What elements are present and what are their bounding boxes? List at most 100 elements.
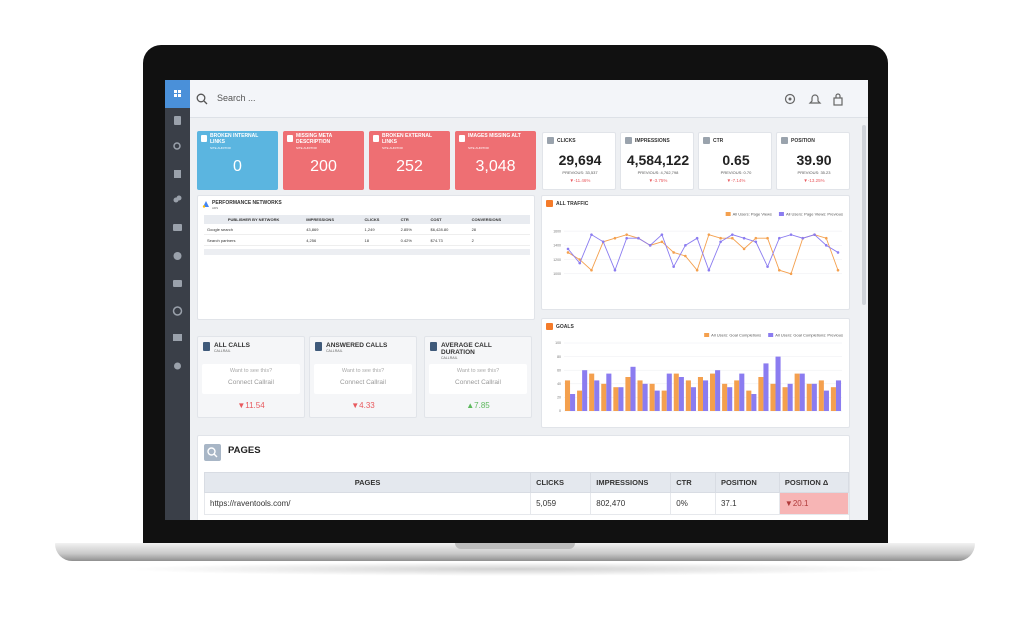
tile-source: SITE AUDITOR (210, 146, 231, 150)
series-line (567, 233, 839, 272)
tile-value: 252 (396, 158, 423, 175)
metric-value: 39.90 (796, 152, 832, 168)
metric-value: 4,584,122 (626, 152, 690, 168)
bar (818, 380, 824, 411)
table-cell: $74.73 (427, 234, 469, 246)
metric-tile: CLICKS 29,694 PREVIOUS: 33,537 ▼-11.46% (542, 132, 616, 190)
audit-tile[interactable]: BROKEN EXTERNAL LINKS SITE AUDITOR 252 (369, 131, 450, 190)
column-header[interactable]: PUBLISHER BY NETWORK (204, 215, 304, 224)
bar (637, 380, 643, 411)
column-header[interactable]: IMPRESSIONS (590, 472, 672, 493)
data-point (660, 240, 664, 244)
legend-swatch (725, 212, 731, 216)
call-source: CALLRAIL (441, 356, 458, 360)
metric-change: ▼-11.46% (569, 178, 591, 183)
bar (775, 356, 781, 411)
data-point (707, 268, 711, 272)
table-cell: 0.42% (397, 234, 428, 246)
column-header[interactable]: CLICKS (361, 215, 398, 224)
page-url[interactable]: https://raventools.com/ (203, 492, 532, 515)
data-point (813, 233, 816, 236)
tile-source: SITE AUDITOR (296, 146, 317, 150)
column-header[interactable]: CTR (397, 215, 428, 224)
data-point (578, 261, 582, 265)
bar (582, 370, 588, 411)
table-cell: 2.85% (397, 224, 428, 235)
column-header[interactable]: POSITION (714, 472, 780, 493)
table-cell: $6,428.80 (427, 224, 469, 235)
chart-title: GOALS (556, 324, 574, 330)
bar (685, 380, 691, 411)
prompt: Want to see this? (229, 368, 273, 374)
pages-icon (204, 444, 221, 461)
table-row: https://raventools.com/5,059 802,470 0% 37.… (203, 492, 850, 515)
connect-link[interactable]: Connect Callrail (455, 379, 501, 386)
tile-title: BROKEN EXTERNAL LINKS (382, 133, 432, 145)
data-point (742, 247, 746, 251)
audit-tile[interactable]: MISSING META DESCRIPTION SITE AUDITOR 200 (283, 131, 364, 190)
bar (661, 390, 667, 411)
header-row: PAGES CLICKS IMPRESSIONS CTR POSITION POSITIO… (203, 472, 850, 493)
metric-previous: PREVIOUS: 0.70 (720, 170, 752, 175)
bar (799, 373, 805, 411)
bar (673, 373, 679, 411)
laptop-notch (455, 543, 575, 549)
data-point (695, 268, 699, 272)
prompt: Want to see this? (456, 368, 500, 374)
pages-table: PAGES CLICKS IMPRESSIONS CTR POSITION POSITIO… (203, 472, 850, 515)
column-header[interactable]: POSITION Δ (778, 472, 850, 493)
data-point (742, 236, 746, 240)
connect-link[interactable]: Connect Callrail (340, 379, 386, 386)
pages-panel: PAGES PAGES CLICKS IMPRESSIONS CTR POSITION PO… (197, 435, 850, 520)
legend-swatch (768, 333, 774, 337)
call-title: ALL CALLS (214, 342, 250, 349)
prompt: Want to see this? (341, 368, 385, 374)
laptop-base (55, 543, 975, 561)
bar (697, 377, 703, 411)
toolbar-icons[interactable] (782, 91, 852, 107)
audit-tile[interactable]: BROKEN INTERNAL LINKS SITE AUDITOR 0 (197, 131, 278, 190)
audit-tile[interactable]: IMAGES MISSING ALT SITE AUDITOR 3,048 (455, 131, 536, 190)
search-input[interactable]: Search ... (217, 93, 256, 103)
connect-link[interactable]: Connect Callrail (228, 379, 274, 386)
column-header[interactable]: IMPRESSIONS (303, 215, 362, 224)
call-title: ANSWERED CALLS (326, 342, 388, 349)
data-point (578, 258, 582, 261)
table-cell: 43,869 (303, 224, 362, 235)
table-cell: 28 (468, 224, 530, 235)
nav-dashboard[interactable] (165, 80, 190, 108)
table-footer (204, 249, 530, 255)
chart: ALL TRAFFIC All Users: Page Views: Previo… (546, 200, 843, 276)
column-header[interactable]: PAGES (203, 472, 532, 493)
scrollbar[interactable] (862, 125, 866, 305)
bar (570, 394, 576, 411)
networks-table: PUBLISHER BY NETWORK IMPRESSIONS CLICKS CTR… (204, 215, 530, 246)
column-header[interactable]: CLICKS (530, 472, 592, 493)
metric-tile: POSITION 39.90 PREVIOUS: 35.23 ▼-13.25% (776, 132, 850, 190)
data-point (648, 244, 652, 247)
data-point (824, 236, 828, 240)
y-tick-label: 20 (557, 396, 561, 400)
nav-icons[interactable] (165, 108, 190, 388)
metric-title: IMPRESSIONS (635, 138, 670, 144)
table-cell: 4,256 (303, 234, 362, 246)
bar (625, 377, 631, 411)
y-tick-label: 1000 (553, 272, 561, 276)
connect-box: Want to see this? Connect Callrail (202, 364, 300, 394)
bar (666, 373, 672, 411)
metric-change: ▼-3.75% (648, 178, 668, 183)
table-cell: 18 (361, 234, 398, 246)
data-point (625, 233, 628, 236)
connect-box: Want to see this? Connect Callrail (429, 364, 527, 394)
column-header[interactable]: COST (427, 215, 469, 224)
tile-value: 3,048 (475, 158, 516, 175)
tile-source: SITE AUDITOR (468, 146, 489, 150)
data-point (672, 251, 675, 254)
column-header[interactable]: CTR (670, 472, 716, 493)
metric-icon (781, 137, 788, 144)
table-cell: Search partners (204, 234, 304, 246)
data-point (590, 268, 593, 272)
table-row: Google search 43,869 1,249 2.85% $6,428.80 28 (204, 224, 530, 235)
bar (811, 383, 817, 411)
column-header[interactable]: CONVERSIONS (468, 215, 530, 224)
